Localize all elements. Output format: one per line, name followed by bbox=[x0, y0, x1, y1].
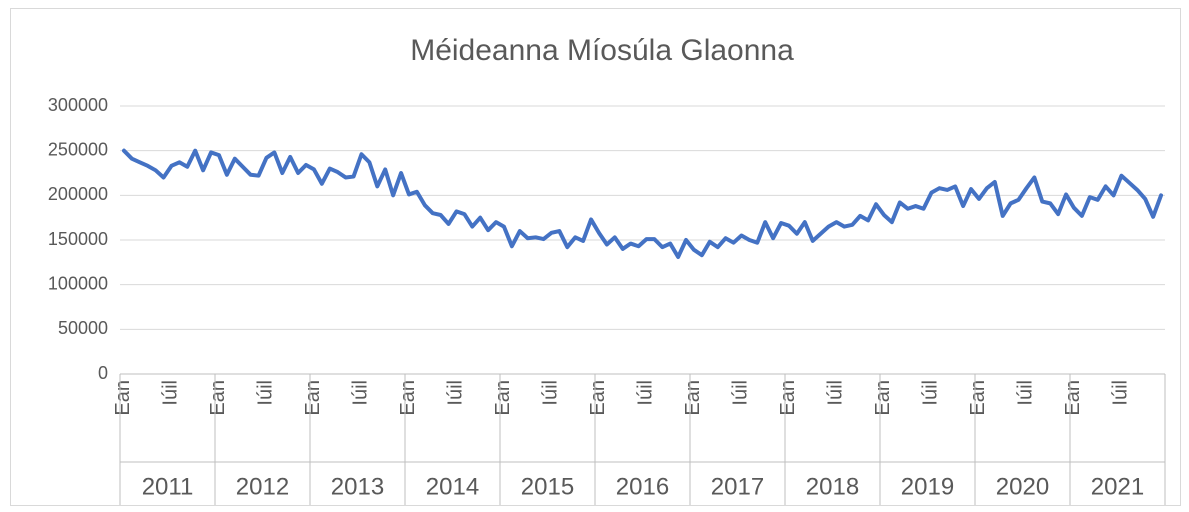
x-tick-label: Iúil bbox=[730, 380, 752, 406]
group-label: 2016 bbox=[616, 473, 669, 500]
group-label: 2015 bbox=[521, 473, 574, 500]
chart-title: Méideanna Míosúla Glaonna bbox=[410, 34, 794, 67]
group-label: 2019 bbox=[901, 473, 954, 500]
x-tick-label: Iúil bbox=[540, 380, 562, 406]
x-tick-label: Ean bbox=[492, 380, 514, 416]
x-tick-label: Iúil bbox=[350, 380, 372, 406]
x-tick-label: Ean bbox=[777, 380, 799, 416]
group-label: 2014 bbox=[426, 473, 479, 500]
x-tick-label: Iúil bbox=[255, 380, 277, 406]
x-tick-label: Ean bbox=[207, 380, 229, 416]
x-tick-label: Iúil bbox=[445, 380, 467, 406]
x-tick-label: Iúil bbox=[1015, 380, 1037, 406]
group-label: 2011 bbox=[142, 473, 194, 500]
x-tick-label: Ean bbox=[587, 380, 609, 416]
x-tick-label: Iúil bbox=[920, 380, 942, 406]
group-label: 2017 bbox=[711, 473, 764, 500]
y-tick-label: 150000 bbox=[48, 229, 108, 249]
group-label: 2018 bbox=[806, 473, 859, 500]
y-tick-label: 200000 bbox=[48, 184, 108, 204]
x-tick-label: Iúil bbox=[825, 380, 847, 406]
group-label: 2020 bbox=[996, 473, 1049, 500]
x-tick-label: Iúil bbox=[1110, 380, 1132, 406]
group-label: 2012 bbox=[236, 473, 289, 500]
y-tick-label: 250000 bbox=[48, 139, 108, 159]
x-tick-label: Iúil bbox=[635, 380, 657, 406]
x-tick-label: Ean bbox=[682, 380, 704, 416]
x-tick-label: Ean bbox=[967, 380, 989, 416]
group-label: 2013 bbox=[331, 473, 384, 500]
x-tick-label: Ean bbox=[397, 380, 419, 416]
x-tick-label: Ean bbox=[872, 380, 894, 416]
x-tick-label: Iúil bbox=[160, 380, 182, 406]
y-tick-label: 0 bbox=[98, 363, 108, 383]
y-tick-label: 300000 bbox=[48, 95, 108, 115]
series-line bbox=[121, 148, 1164, 259]
x-tick-label: Ean bbox=[112, 380, 134, 416]
x-tick-label: Ean bbox=[1062, 380, 1084, 416]
x-tick-label: Ean bbox=[302, 380, 324, 416]
y-tick-label: 50000 bbox=[58, 318, 108, 338]
y-tick-label: 100000 bbox=[48, 273, 108, 293]
group-label: 2021 bbox=[1091, 473, 1144, 500]
